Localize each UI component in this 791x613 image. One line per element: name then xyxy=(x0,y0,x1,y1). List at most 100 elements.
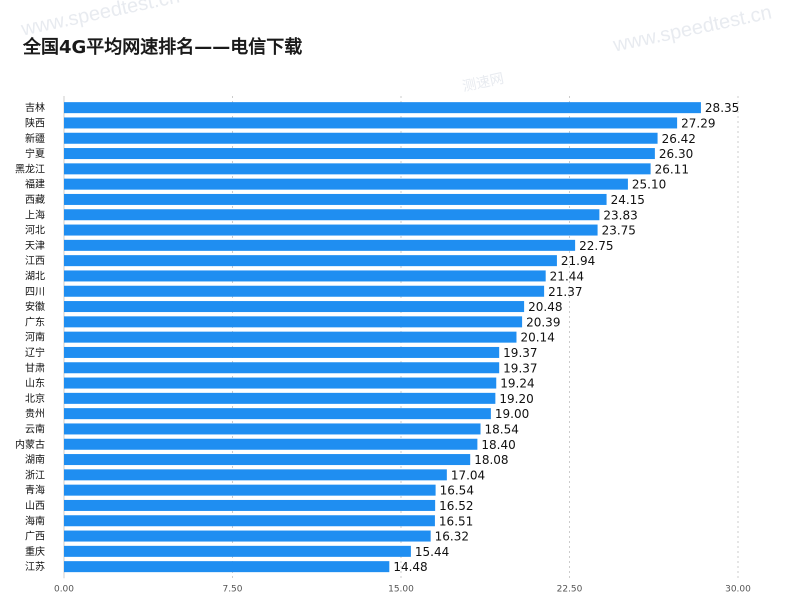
x-tick-label: 30.00 xyxy=(725,584,751,594)
value-label: 14.48 xyxy=(393,560,427,574)
category-label: 河北 xyxy=(25,225,45,237)
chart-title: 全国4G平均网速排名——电信下载 xyxy=(23,37,303,58)
bar xyxy=(64,561,390,573)
bar xyxy=(64,331,517,343)
category-label: 北京 xyxy=(25,392,45,405)
category-label: 甘肃 xyxy=(25,361,45,374)
value-label: 27.29 xyxy=(681,116,715,130)
bar xyxy=(64,102,701,114)
value-label: 20.14 xyxy=(520,331,554,345)
value-label: 23.83 xyxy=(603,208,637,222)
bar xyxy=(64,454,471,466)
value-label: 26.11 xyxy=(655,162,689,176)
category-label: 辽宁 xyxy=(25,346,45,359)
bar xyxy=(64,117,678,129)
category-label: 西藏 xyxy=(25,194,45,206)
category-label: 福建 xyxy=(25,178,45,191)
bar xyxy=(64,423,481,435)
value-label: 19.37 xyxy=(503,361,537,375)
category-label: 广西 xyxy=(25,531,45,543)
value-label: 19.00 xyxy=(495,407,529,421)
value-label: 26.30 xyxy=(659,147,693,161)
value-label: 16.52 xyxy=(439,499,473,513)
bar xyxy=(64,469,447,481)
value-label: 17.04 xyxy=(451,468,485,482)
x-tick-label: 0.00 xyxy=(54,584,74,594)
category-label: 黑龙江 xyxy=(15,162,45,175)
category-label: 宁夏 xyxy=(25,147,45,160)
value-label: 24.15 xyxy=(611,193,645,207)
value-label: 25.10 xyxy=(632,178,666,192)
category-label: 广东 xyxy=(25,315,45,328)
bar xyxy=(64,285,545,297)
value-label: 15.44 xyxy=(415,545,449,559)
value-label: 22.75 xyxy=(579,239,613,253)
category-label: 青海 xyxy=(25,484,45,497)
value-label: 18.54 xyxy=(485,422,519,436)
category-label: 陕西 xyxy=(25,116,45,129)
bar xyxy=(64,193,607,205)
value-label: 20.39 xyxy=(526,315,560,329)
category-label: 安徽 xyxy=(25,300,45,313)
category-label: 内蒙古 xyxy=(15,438,45,451)
value-label: 21.44 xyxy=(550,269,584,283)
value-label: 23.75 xyxy=(602,224,636,238)
bar xyxy=(64,239,576,251)
category-label: 山西 xyxy=(25,500,45,512)
category-label: 湖北 xyxy=(25,270,45,282)
bar xyxy=(64,438,478,450)
bar xyxy=(64,499,436,511)
category-label: 四川 xyxy=(25,287,45,298)
value-label: 20.48 xyxy=(528,300,562,314)
bar xyxy=(64,545,411,557)
value-label: 19.24 xyxy=(500,377,534,391)
value-label: 19.37 xyxy=(503,346,537,360)
bar xyxy=(64,301,525,313)
bar xyxy=(64,392,496,404)
bar xyxy=(64,148,655,160)
bar xyxy=(64,163,651,175)
value-label: 26.42 xyxy=(662,132,696,146)
value-label: 19.20 xyxy=(499,392,533,406)
category-label: 新疆 xyxy=(25,132,45,145)
bar xyxy=(64,270,546,282)
bar xyxy=(64,209,600,221)
bar xyxy=(64,408,491,420)
category-label: 重庆 xyxy=(25,545,45,558)
value-label: 16.51 xyxy=(439,514,473,528)
category-label: 湖南 xyxy=(25,453,45,466)
bar xyxy=(64,362,500,374)
bar xyxy=(64,132,658,144)
category-label: 江西 xyxy=(25,255,45,267)
category-label: 吉林 xyxy=(25,101,45,114)
bar xyxy=(64,178,628,190)
x-tick-label: 22.50 xyxy=(557,584,583,594)
bar xyxy=(64,515,435,527)
bar xyxy=(64,224,598,236)
value-label: 28.35 xyxy=(705,101,739,115)
category-label: 天津 xyxy=(25,240,45,252)
value-label: 16.32 xyxy=(435,530,469,544)
category-label: 山东 xyxy=(25,377,45,390)
x-tick-label: 7.50 xyxy=(222,584,242,594)
bar xyxy=(64,377,497,389)
bar xyxy=(64,316,523,328)
category-label: 浙江 xyxy=(25,469,45,481)
category-label: 河南 xyxy=(25,331,45,344)
value-label: 18.08 xyxy=(474,453,508,467)
category-label: 江苏 xyxy=(25,560,45,573)
value-label: 18.40 xyxy=(481,438,515,452)
value-label: 21.94 xyxy=(561,254,595,268)
category-label: 海南 xyxy=(25,514,45,527)
category-label: 云南 xyxy=(25,422,45,435)
x-tick-label: 15.00 xyxy=(388,584,414,594)
bar xyxy=(64,530,431,542)
category-label: 贵州 xyxy=(25,407,45,420)
value-label: 21.37 xyxy=(548,285,582,299)
bar xyxy=(64,346,500,358)
bar xyxy=(64,255,557,267)
bar xyxy=(64,484,436,496)
value-label: 16.54 xyxy=(440,484,474,498)
category-label: 上海 xyxy=(25,208,45,221)
